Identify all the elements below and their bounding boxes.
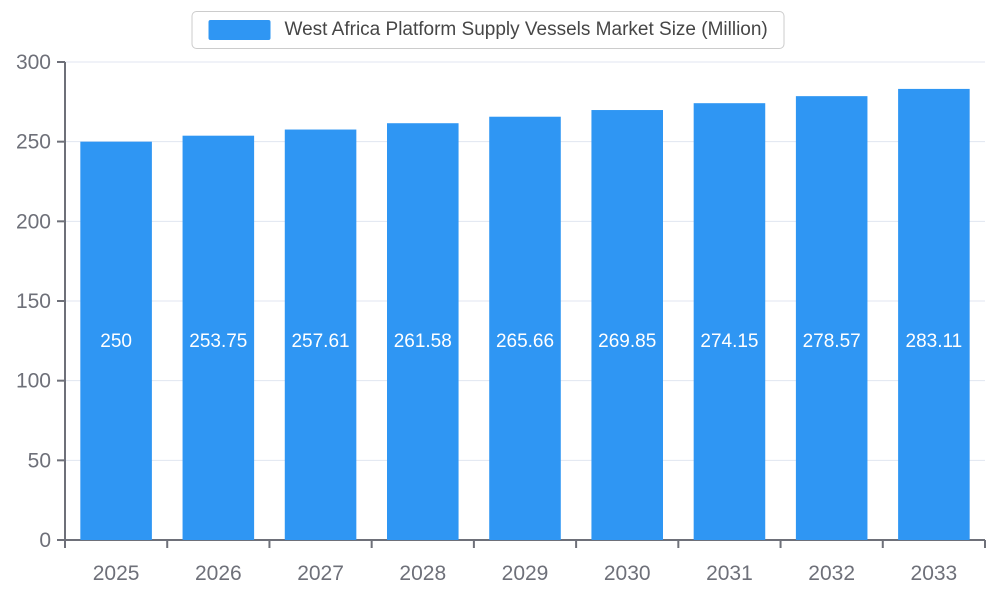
chart-title: West Africa Platform Supply Vessels Mark… [284, 19, 768, 40]
bar [591, 110, 663, 540]
bar [182, 135, 255, 540]
y-axis-tick-label: 0 [39, 529, 51, 552]
x-axis-label: 2033 [911, 562, 958, 585]
bar-value-label: 257.61 [291, 331, 349, 352]
x-axis-label: 2032 [808, 562, 855, 585]
bar-value-label: 269.85 [598, 331, 656, 352]
bar [284, 129, 357, 541]
x-axis-label: 2031 [706, 562, 753, 585]
y-axis-tick-label: 150 [16, 290, 51, 313]
bar [80, 141, 152, 541]
bar-value-label: 274.15 [700, 331, 758, 352]
y-axis-tick-label: 50 [28, 449, 51, 472]
bar-value-label: 283.11 [906, 331, 963, 352]
y-axis-tick-label: 250 [16, 131, 51, 154]
bar [898, 88, 970, 540]
legend-swatch [208, 20, 271, 40]
bar-value-label: 261.58 [394, 331, 452, 352]
bar [693, 103, 766, 540]
bar-value-label: 253.75 [189, 331, 247, 352]
chart-legend-item[interactable]: West Africa Platform Supply Vessels Mark… [191, 11, 785, 49]
bar-value-label: 278.57 [803, 331, 861, 352]
y-axis-tick-label: 200 [16, 210, 51, 233]
bar [387, 123, 459, 540]
bar [489, 116, 561, 540]
bar-value-label: 250 [100, 331, 132, 352]
x-axis-label: 2025 [93, 562, 140, 585]
x-axis-label: 2027 [297, 562, 344, 585]
x-axis-label: 2030 [604, 562, 651, 585]
x-axis-label: 2028 [399, 562, 446, 585]
y-axis-tick-label: 300 [16, 51, 51, 74]
x-axis-label: 2029 [502, 562, 549, 585]
x-axis-label: 2026 [195, 562, 242, 585]
bar [795, 96, 868, 541]
y-axis-tick-label: 100 [16, 370, 51, 393]
bar-value-label: 265.66 [496, 331, 554, 352]
